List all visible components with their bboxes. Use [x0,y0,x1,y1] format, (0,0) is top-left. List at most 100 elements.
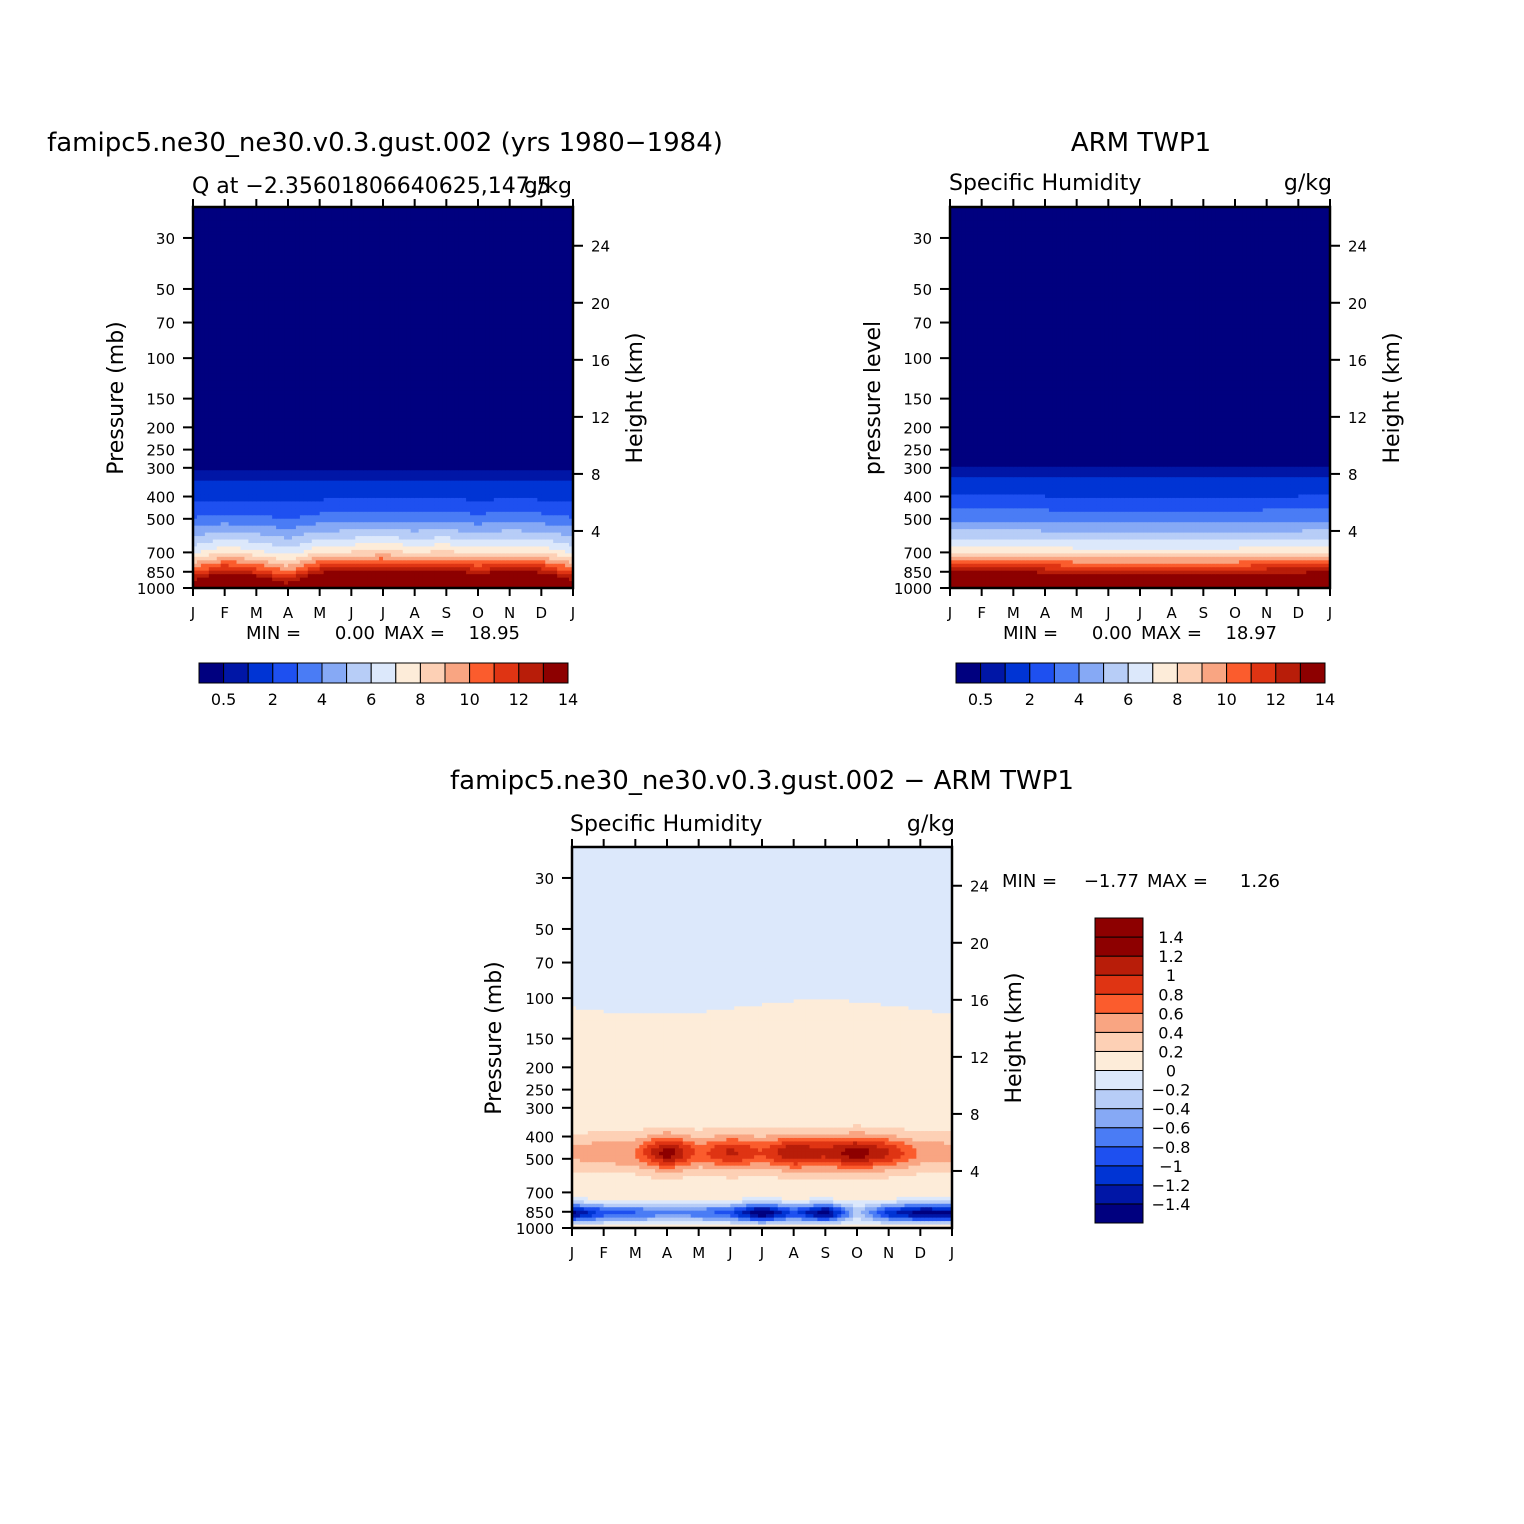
contour-cell [201,366,206,370]
contour-cell [363,366,368,370]
contour-cell [244,564,249,568]
contour-cell [209,526,214,530]
contour-cell [367,238,372,242]
contour-cell [300,470,305,474]
contour-cell [260,429,265,433]
contour-cell [308,235,313,239]
contour-cell [296,217,301,221]
contour-cell [292,370,297,374]
contour-cell [304,401,309,405]
contour-cell [272,276,277,280]
panel-left-subtitle: Q at −2.35601806640625,147.5 [192,174,551,199]
contour-cell [197,217,202,221]
contour-cell [225,501,230,505]
contour-cell [308,505,313,509]
contour-cell [241,574,246,578]
contour-cell [225,449,230,453]
contour-cell [355,335,360,339]
contour-cell [252,491,257,495]
contour-cell [296,418,301,422]
contour-cell [213,252,218,256]
contour-cell [284,533,289,537]
contour-cell [288,249,293,253]
contour-cell [276,235,281,239]
contour-cell [229,571,234,575]
contour-cell [268,366,273,370]
contour-cell [276,373,281,377]
contour-cell [237,210,242,214]
contour-cell [201,283,206,287]
contour-cell [217,460,222,464]
contour-cell [256,325,261,329]
contour-cell [363,498,368,502]
contour-cell [229,346,234,350]
contour-cell [304,228,309,232]
contour-cell [343,526,348,530]
contour-cell [296,366,301,370]
contour-cell [304,422,309,426]
contour-cell [237,474,242,478]
contour-cell [296,311,301,315]
contour-cell [367,508,372,512]
contour-cell [197,422,202,426]
contour-cell [272,387,277,391]
contour-cell [316,505,321,509]
contour-cell [332,491,337,495]
contour-cell [336,269,341,273]
contour-cell [217,363,222,367]
contour-cell [300,242,305,246]
contour-cell [256,574,261,578]
contour-cell [367,443,372,447]
contour-cell [351,470,356,474]
contour-cell [248,398,253,402]
contour-cell [264,387,269,391]
contour-cell [256,453,261,457]
contour-cell [280,436,285,440]
contour-cell [292,242,297,246]
contour-cell [272,519,277,523]
contour-cell [347,401,352,405]
contour-cell [268,404,273,408]
contour-cell [280,508,285,512]
contour-cell [248,280,253,284]
contour-cell [229,214,234,218]
contour-cell [288,550,293,554]
contour-cell [343,380,348,384]
contour-cell [233,269,238,273]
contour-cell [304,238,309,242]
contour-cell [347,228,352,232]
contour-cell [288,408,293,412]
contour-cell [213,221,218,225]
contour-cell [308,581,313,585]
contour-cell [197,404,202,408]
contour-cell [367,571,372,575]
contour-cell [244,384,249,388]
contour-cell [355,210,360,214]
contour-cell [328,425,333,429]
contour-cell [241,470,246,474]
contour-cell [312,439,317,443]
contour-cell [300,425,305,429]
contour-cell [268,508,273,512]
contour-cell [336,356,341,360]
contour-cell [371,301,376,305]
contour-cell [312,491,317,495]
contour-cell [367,387,372,391]
contour-cell [363,342,368,346]
contour-cell [367,356,372,360]
contour-cell [248,352,253,356]
contour-cell [268,484,273,488]
contour-cell [209,564,214,568]
contour-cell [244,255,249,259]
contour-cell [248,432,253,436]
contour-cell [351,408,356,412]
contour-cell [284,304,289,308]
contour-cell [339,460,344,464]
contour-cell [284,443,289,447]
contour-cell [213,581,218,585]
contour-cell [233,550,238,554]
contour-cell [304,494,309,498]
contour-cell [324,432,329,436]
contour-cell [339,221,344,225]
contour-cell [256,425,261,429]
